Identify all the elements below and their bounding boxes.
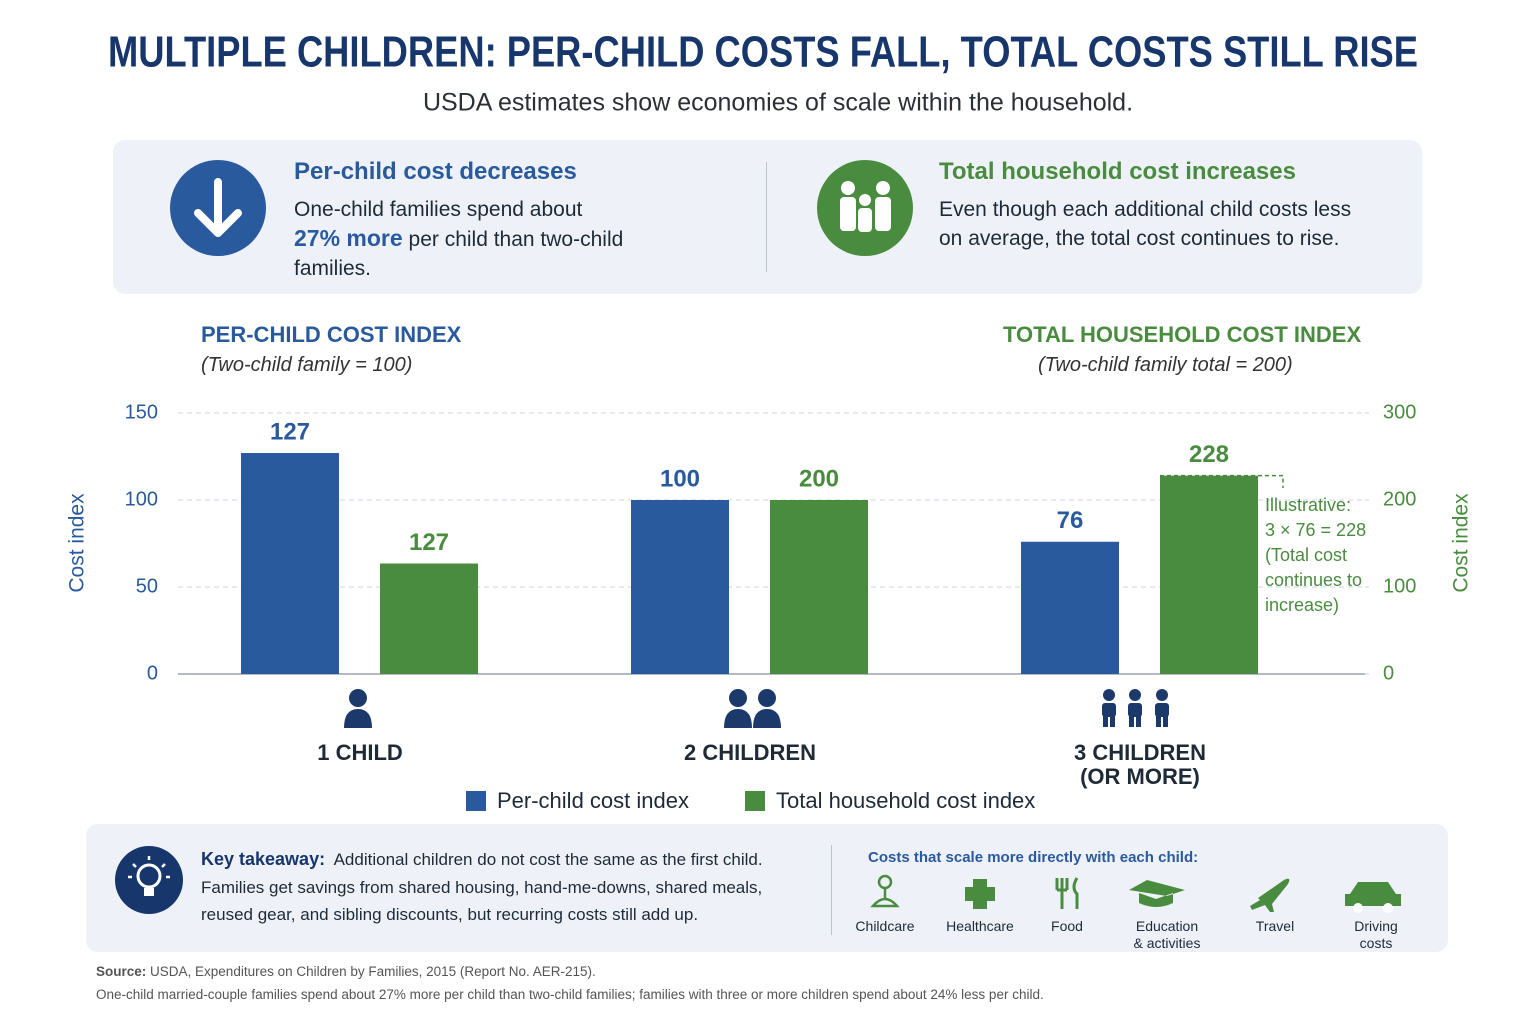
x-tick-label: 2 CHILDREN xyxy=(683,740,816,765)
callout-text: One-child families spend about 27% more … xyxy=(294,195,634,283)
axis-heading: TOTAL HOUSEHOLD COST INDEX xyxy=(1003,322,1362,347)
source-text: USDA, Expenditures on Children by Famili… xyxy=(150,964,596,979)
axis-subheading: (Two-child family total = 200) xyxy=(1038,354,1293,376)
cost-item-label: Food xyxy=(1051,918,1083,934)
y-tick-label: 0 xyxy=(147,662,158,684)
cost-item-label: Education & activities xyxy=(1133,918,1201,951)
legend-item: Per-child cost index xyxy=(466,788,689,814)
cost-icons xyxy=(870,874,1401,913)
y-tick-label: 150 xyxy=(125,401,158,423)
text: per child than two-child families. xyxy=(294,228,624,280)
cost-item-label: Healthcare xyxy=(946,918,1014,934)
annotation-connector xyxy=(1160,474,1284,488)
callout-title: Per-child cost decreases xyxy=(294,158,577,185)
category-icons xyxy=(344,689,1169,728)
cost-item-label: Driving costs xyxy=(1354,918,1398,951)
costs-title: Costs that scale more directly with each… xyxy=(868,849,1199,866)
axis-subheading: (Two-child family = 100) xyxy=(201,354,413,376)
callout-title: Total household cost increases xyxy=(939,158,1296,185)
bar xyxy=(631,500,729,674)
y-tick-label: 100 xyxy=(125,488,158,510)
y-tick-label: 50 xyxy=(136,575,158,597)
bar xyxy=(1021,541,1119,674)
chart: MULTIPLE CHILDREN: PER-CHILD COSTS FALL,… xyxy=(66,28,1473,728)
bar xyxy=(1160,475,1258,674)
text: One-child families spend about xyxy=(294,198,583,221)
y-axis-title: Cost index xyxy=(66,493,89,593)
annotation: Illustrative: 3 × 76 = 228 (Total cost c… xyxy=(1265,495,1367,615)
cost-item-label: Travel xyxy=(1255,918,1295,934)
y2-tick-label: 200 xyxy=(1383,488,1416,510)
value-label: 200 xyxy=(799,465,839,492)
legend-label: Total household cost index xyxy=(776,788,1036,813)
y2-axis-title: Cost index xyxy=(1450,493,1473,593)
down-arrow-icon xyxy=(170,160,266,256)
page-title: MULTIPLE CHILDREN: PER-CHILD COSTS FALL,… xyxy=(108,28,1418,77)
legend-label: Per-child cost index xyxy=(497,788,689,813)
axis-heading: PER-CHILD COST INDEX xyxy=(201,322,462,347)
bar xyxy=(770,500,868,674)
highlight: 27% more xyxy=(294,225,403,251)
x-tick-label: 3 CHILDREN (OR MORE) xyxy=(1073,740,1206,789)
value-label: 100 xyxy=(660,465,700,492)
bar xyxy=(380,563,478,674)
y2-tick-label: 100 xyxy=(1383,575,1416,597)
source-label: Source: xyxy=(96,964,147,979)
callout-box xyxy=(113,140,1422,294)
value-label: 76 xyxy=(1057,507,1084,534)
divider xyxy=(831,845,832,935)
value-label: 127 xyxy=(409,529,449,556)
divider xyxy=(766,162,767,272)
bar xyxy=(241,453,339,674)
legend-swatch xyxy=(745,791,765,811)
value-label: 127 xyxy=(270,418,310,445)
takeaway: Key takeaway: Additional children do not… xyxy=(201,846,811,929)
callout-text: Even though each additional child costs … xyxy=(939,198,1352,250)
takeaway-box xyxy=(86,824,1448,952)
x-tick-label: 1 CHILD xyxy=(317,740,403,765)
family-icon xyxy=(817,160,913,256)
takeaway-text: Additional children do not cost the same… xyxy=(201,850,763,924)
y2-tick-label: 0 xyxy=(1383,662,1394,684)
page-subtitle: USDA estimates show economies of scale w… xyxy=(423,89,1133,117)
y2-tick-label: 300 xyxy=(1383,401,1416,423)
value-label: 228 xyxy=(1189,441,1229,468)
legend-swatch xyxy=(466,791,486,811)
lightbulb-icon xyxy=(115,846,183,914)
source: Source: USDA, Expenditures on Children b… xyxy=(96,964,596,979)
cost-item-label: Childcare xyxy=(855,918,915,934)
source-note: One-child married-couple families spend … xyxy=(96,987,1044,1002)
takeaway-label: Key takeaway: xyxy=(201,849,326,869)
legend-item: Total household cost index xyxy=(745,788,1035,814)
